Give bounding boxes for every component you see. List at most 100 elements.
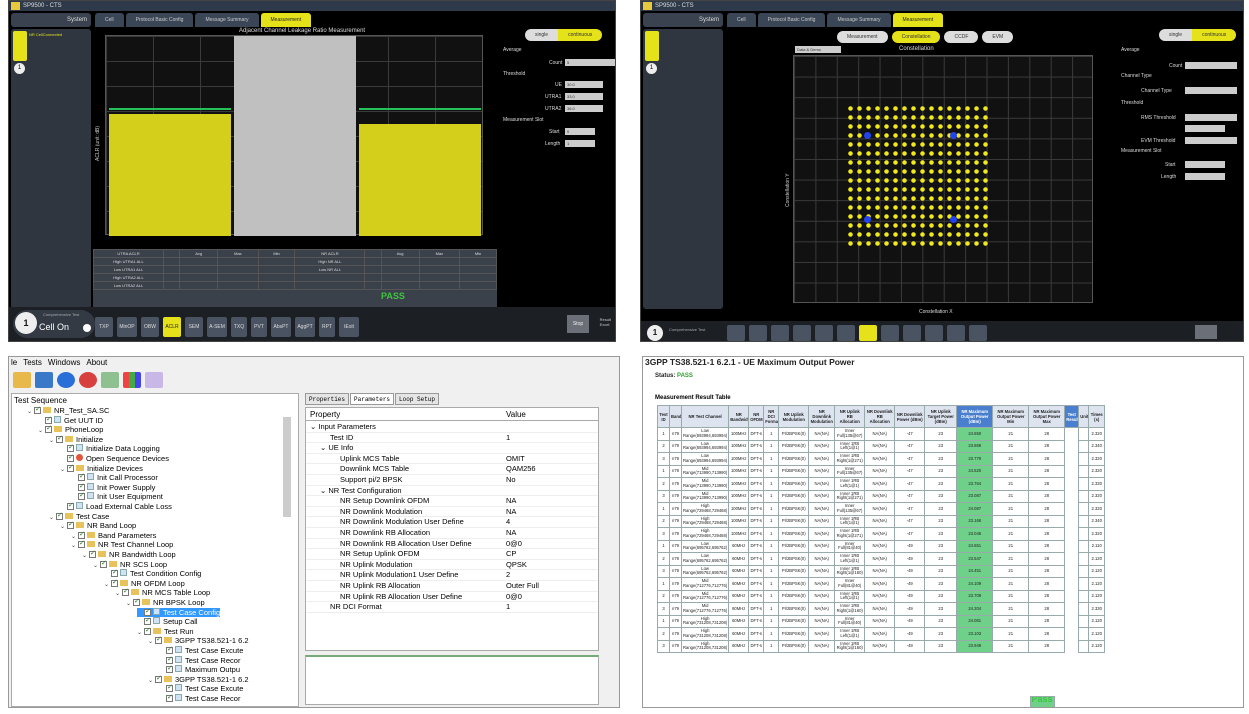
- tree-item[interactable]: Test Case Config: [137, 607, 221, 618]
- expand-icon[interactable]: ⌄: [60, 466, 66, 473]
- btn-aclr[interactable]: ACLR: [163, 317, 181, 337]
- expand-icon[interactable]: ⌄: [49, 437, 55, 444]
- tree-item[interactable]: Open Sequence Devices: [60, 453, 169, 464]
- tree-item[interactable]: Load External Cable Loss: [60, 501, 172, 512]
- subtab-evm[interactable]: EVM: [982, 31, 1014, 43]
- checkbox[interactable]: [155, 635, 162, 645]
- tab-parameters[interactable]: Parameters: [350, 393, 395, 405]
- tree-item[interactable]: ⌄ Test Case: [49, 511, 109, 522]
- stop-button[interactable]: [1195, 325, 1217, 339]
- btn[interactable]: [903, 325, 921, 341]
- property-value[interactable]: No: [506, 475, 516, 484]
- tree-item[interactable]: Setup Call: [137, 616, 198, 627]
- tree-item[interactable]: Get UUT ID: [38, 415, 103, 426]
- property-value[interactable]: 4: [506, 517, 511, 527]
- tree-item[interactable]: Init Call Processor: [71, 472, 158, 483]
- checkbox[interactable]: [89, 549, 96, 559]
- tree-item[interactable]: Test Case Recor: [159, 693, 240, 704]
- tree-item[interactable]: ⌄ NR BPSK Loop: [126, 597, 205, 608]
- mode-toggle[interactable]: single continuous: [1159, 29, 1237, 41]
- collapse-icon[interactable]: ⌄: [320, 443, 329, 453]
- btn-pvt[interactable]: PVT: [251, 317, 267, 337]
- btn[interactable]: [837, 325, 855, 341]
- property-row[interactable]: NR Setup Uplink OFDM CP: [306, 549, 598, 560]
- count-input[interactable]: 5: [565, 59, 615, 66]
- checkbox[interactable]: [111, 568, 118, 578]
- expand-icon[interactable]: ⌄: [115, 591, 121, 598]
- checkbox[interactable]: [166, 655, 173, 664]
- save-icon[interactable]: [35, 372, 53, 388]
- stop-button[interactable]: Stop: [567, 315, 589, 333]
- property-value[interactable]: QPSK: [506, 559, 527, 569]
- tab-message-summary[interactable]: Message Summary: [827, 13, 891, 27]
- menu-about[interactable]: About: [86, 358, 108, 367]
- single-option[interactable]: single: [1159, 29, 1193, 41]
- property-row[interactable]: NR Uplink RB Allocation Outer Full: [306, 581, 598, 592]
- btn-rpt[interactable]: RPT: [319, 317, 335, 337]
- property-row[interactable]: NR Uplink RB Allocation User Define 0@0: [306, 592, 598, 603]
- btn[interactable]: [749, 325, 767, 341]
- expand-icon[interactable]: ⌄: [27, 409, 33, 415]
- tree-item[interactable]: ⌄ NR Bandwidth Loop: [82, 549, 176, 560]
- btn-minop[interactable]: MinOP: [117, 317, 137, 337]
- tree-item[interactable]: Init Power Supply: [71, 482, 155, 493]
- rms-threshold-input[interactable]: [1185, 114, 1237, 121]
- tab-protocol[interactable]: Protocol Basic Config: [125, 13, 194, 27]
- checkbox[interactable]: [122, 587, 129, 597]
- expand-icon[interactable]: ⌄: [82, 553, 88, 559]
- stop-icon[interactable]: [79, 372, 97, 388]
- btn-txp[interactable]: TXP: [95, 317, 113, 337]
- tab-cell[interactable]: Cell: [727, 13, 756, 27]
- checkbox[interactable]: [67, 443, 74, 453]
- property-value[interactable]: 1: [506, 432, 511, 442]
- open-folder-icon[interactable]: [13, 372, 31, 388]
- expand-icon[interactable]: ⌄: [148, 677, 154, 684]
- collapse-icon[interactable]: ⌄: [320, 485, 329, 495]
- system-button[interactable]: System: [11, 13, 91, 27]
- checkbox[interactable]: [67, 453, 74, 463]
- property-value[interactable]: CP: [506, 549, 517, 559]
- property-value[interactable]: OMIT: [506, 453, 525, 463]
- tree-item[interactable]: ⌄ 3GPP TS38.521-1 6.2: [148, 674, 249, 685]
- result-link[interactable]: Result: [599, 317, 611, 322]
- checkbox[interactable]: [144, 616, 151, 626]
- checkbox[interactable]: [144, 607, 151, 616]
- property-row[interactable]: Downlink MCS Table QAM256: [306, 464, 598, 475]
- property-row[interactable]: Test ID 1: [306, 433, 598, 444]
- property-row[interactable]: NR Downlink RB Allocation User Define 0@0: [306, 539, 598, 550]
- checkbox[interactable]: [100, 559, 107, 568]
- utra2-input[interactable]: 36.0: [565, 105, 603, 112]
- property-row[interactable]: NR Setup Downlink OFDM NA: [306, 496, 598, 507]
- checkbox[interactable]: [67, 520, 74, 530]
- expand-icon[interactable]: ⌄: [38, 428, 44, 435]
- menu-file[interactable]: le: [11, 358, 18, 367]
- property-row[interactable]: NR DCI Format 1: [306, 602, 598, 613]
- menu-windows[interactable]: Windows: [47, 358, 81, 367]
- ue-input[interactable]: 30.0: [565, 81, 603, 88]
- expand-icon[interactable]: ⌄: [104, 581, 110, 588]
- property-value[interactable]: 2: [506, 570, 511, 580]
- subtab-ccdf[interactable]: CCDF: [944, 31, 979, 43]
- btn[interactable]: [881, 325, 899, 341]
- continuous-option[interactable]: continuous: [558, 29, 603, 41]
- start-input[interactable]: 0: [565, 128, 595, 135]
- settings-icon[interactable]: [145, 372, 163, 388]
- property-row[interactable]: ⌄ Input Parameters: [306, 422, 598, 433]
- expand-icon[interactable]: ⌄: [126, 601, 132, 607]
- property-row[interactable]: ⌄ UE Info: [306, 443, 598, 454]
- continuous-option[interactable]: continuous: [1192, 29, 1237, 41]
- checkbox[interactable]: [133, 597, 140, 607]
- rms-threshold-input-2[interactable]: [1185, 125, 1225, 132]
- property-row[interactable]: Support pi/2 BPSK No: [306, 475, 598, 486]
- tab-message-summary[interactable]: Message Summary: [195, 13, 259, 27]
- tree-item[interactable]: Maximum Outpu: [159, 664, 240, 675]
- btn-sem[interactable]: SEM: [185, 317, 203, 337]
- checkbox[interactable]: [166, 683, 173, 693]
- tree-item[interactable]: ⌄ NR OFDM Loop: [104, 578, 185, 589]
- btn[interactable]: [771, 325, 789, 341]
- checkbox[interactable]: [155, 674, 162, 683]
- tab-loop-setup[interactable]: Loop Setup: [395, 393, 440, 405]
- property-value[interactable]: NA: [506, 528, 517, 537]
- tree-item[interactable]: ⌄ Band Parameters: [71, 530, 156, 541]
- property-row[interactable]: Uplink MCS Table OMIT: [306, 454, 598, 465]
